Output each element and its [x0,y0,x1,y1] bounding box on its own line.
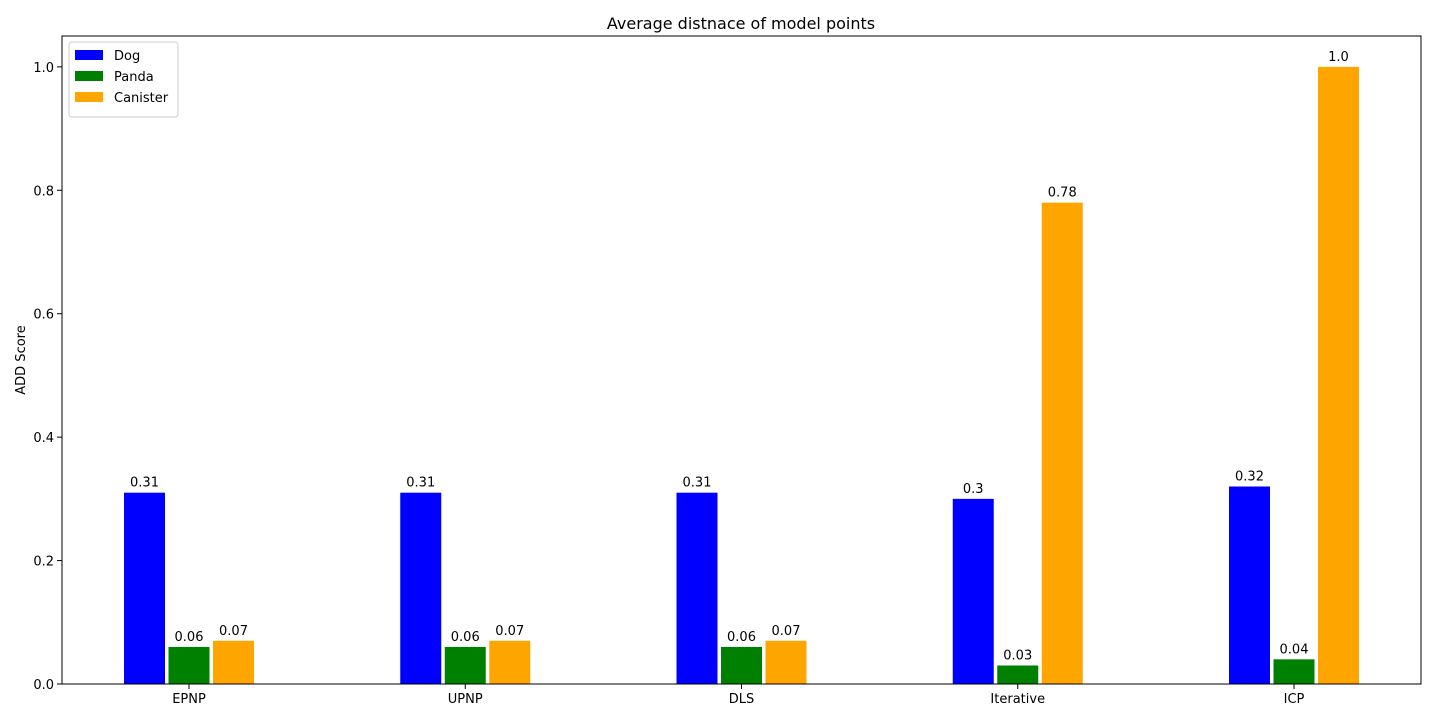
bar-panda [997,665,1039,684]
data-label: 0.07 [495,624,524,639]
bar-canister [765,640,807,684]
bar-dog [400,492,442,684]
legend-label: Canister [114,91,169,106]
legend-label: Dog [114,49,140,64]
x-tick-label: UPNP [448,692,483,707]
bar-dog [952,498,994,684]
data-label: 1.0 [1328,50,1349,65]
legend-swatch-canister [75,92,103,102]
data-label: 0.03 [1003,648,1032,663]
bar-dog [124,492,165,684]
y-tick-label: 0.8 [33,184,54,199]
bar-canister [213,640,254,684]
legend-label: Panda [114,70,154,85]
y-axis-label: ADD Score [14,325,29,394]
plot-frame [61,35,1422,685]
data-label: 0.06 [727,630,756,645]
data-label: 0.31 [130,476,159,491]
x-tick-label: DLS [729,692,755,707]
data-label: 0.31 [406,476,435,491]
data-label: 0.32 [1235,470,1264,485]
x-tick-label: ICP [1284,692,1305,707]
y-tick-label: 0.0 [33,678,54,693]
data-label: 0.3 [963,482,984,497]
data-label: 0.07 [772,624,801,639]
data-labels-layer: 0.31 0.06 0.07 0.31 0.06 0.07 0.31 0.06 0.07 0.3 0… [130,50,1349,664]
bar-panda [1273,659,1315,684]
y-tick-label: 0.6 [33,308,54,323]
bar-dog [1229,486,1270,684]
y-tick-label: 1.0 [33,61,54,76]
data-label: 0.78 [1048,186,1077,201]
data-label: 0.04 [1280,642,1309,657]
data-label: 0.06 [175,630,204,645]
bar-dog [676,492,718,684]
x-ticks-layer: EPNP UPNP DLS Iterative ICP [172,684,1305,707]
legend-swatch-panda [75,71,103,81]
bar-panda [444,646,486,684]
bar-canister [1041,202,1083,684]
legend: Dog Panda Canister [68,41,179,118]
bar-panda [168,646,210,684]
data-label: 0.07 [219,624,248,639]
bar-panda [721,646,762,684]
chart-title: Average distnace of model points [607,14,875,33]
bar-canister [489,640,531,684]
y-tick-label: 0.4 [33,431,54,446]
bar-canister [1318,66,1359,685]
y-ticks-layer: 0.0 0.2 0.4 0.6 0.8 1.0 [33,61,62,693]
bars-layer [124,66,1359,685]
legend-swatch-dog [75,50,103,60]
y-tick-label: 0.2 [33,555,54,570]
data-label: 0.31 [683,476,712,491]
x-tick-label: EPNP [172,692,206,707]
data-label: 0.06 [451,630,480,645]
x-tick-label: Iterative [990,692,1045,707]
